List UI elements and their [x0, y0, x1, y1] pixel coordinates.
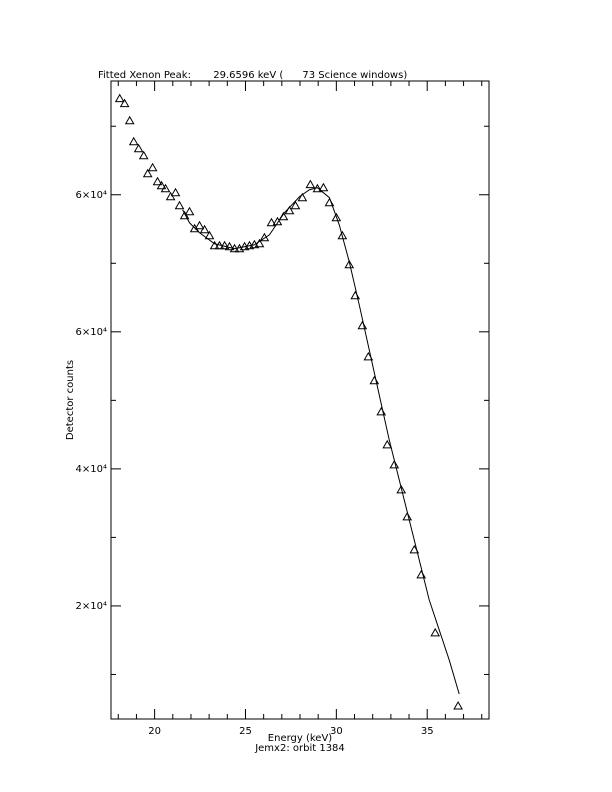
- data-point: [133, 143, 144, 153]
- y-axis-label: Detector counts: [65, 360, 76, 440]
- data-point: [224, 241, 235, 251]
- data-point: [396, 484, 407, 494]
- data-point: [156, 180, 167, 190]
- y-tick-label: 4×10⁴: [76, 464, 107, 475]
- data-point: [160, 183, 171, 193]
- data-point: [402, 511, 413, 521]
- data-point: [290, 200, 301, 210]
- data-point: [152, 176, 163, 186]
- data-point: [453, 700, 463, 710]
- data-point: [284, 205, 295, 215]
- data-point: [184, 206, 195, 216]
- y-tick-label: 6×10⁴: [76, 327, 107, 338]
- data-point: [199, 224, 210, 234]
- data-point: [170, 187, 181, 197]
- chart-title: Fitted Xenon Peak: 29.6596 keV ( 73 Scie…: [98, 70, 407, 81]
- data-point: [318, 182, 329, 192]
- x-tick-label: 25: [239, 726, 252, 737]
- x-tick-label: 20: [148, 726, 161, 737]
- data-point: [272, 216, 283, 226]
- data-point: [119, 98, 130, 108]
- data-point: [266, 217, 277, 227]
- data-point: [305, 179, 316, 189]
- x-tick-label: 35: [421, 726, 434, 737]
- data-point: [204, 230, 215, 240]
- x-axis-label: Energy (keV): [268, 733, 333, 744]
- data-point: [337, 230, 348, 240]
- data-point: [430, 627, 441, 637]
- x-tick-label: 30: [330, 726, 343, 737]
- data-point: [138, 150, 149, 160]
- data-point: [357, 320, 368, 330]
- fit-line: [182, 187, 460, 695]
- subtitle: Jemx2: orbit 1384: [254, 743, 345, 754]
- data-point: [331, 212, 342, 222]
- data-point: [376, 406, 387, 416]
- data-point: [297, 192, 308, 202]
- data-point: [114, 93, 125, 103]
- data-point: [209, 240, 220, 250]
- data-point: [128, 136, 139, 146]
- data-point: [124, 115, 135, 125]
- y-tick-label: 2×10⁴: [76, 601, 107, 612]
- data-point: [369, 375, 380, 385]
- plot-frame: [110, 80, 490, 720]
- data-point: [142, 168, 153, 178]
- data-point: [174, 200, 185, 210]
- data-point: [344, 259, 355, 269]
- data-point: [219, 240, 230, 250]
- data-point: [147, 162, 158, 172]
- data-point: [389, 459, 400, 469]
- data-point: [194, 220, 205, 230]
- data-point: [382, 439, 393, 449]
- y-tick-label: 6×10⁴: [76, 190, 107, 201]
- data-point: [416, 569, 427, 579]
